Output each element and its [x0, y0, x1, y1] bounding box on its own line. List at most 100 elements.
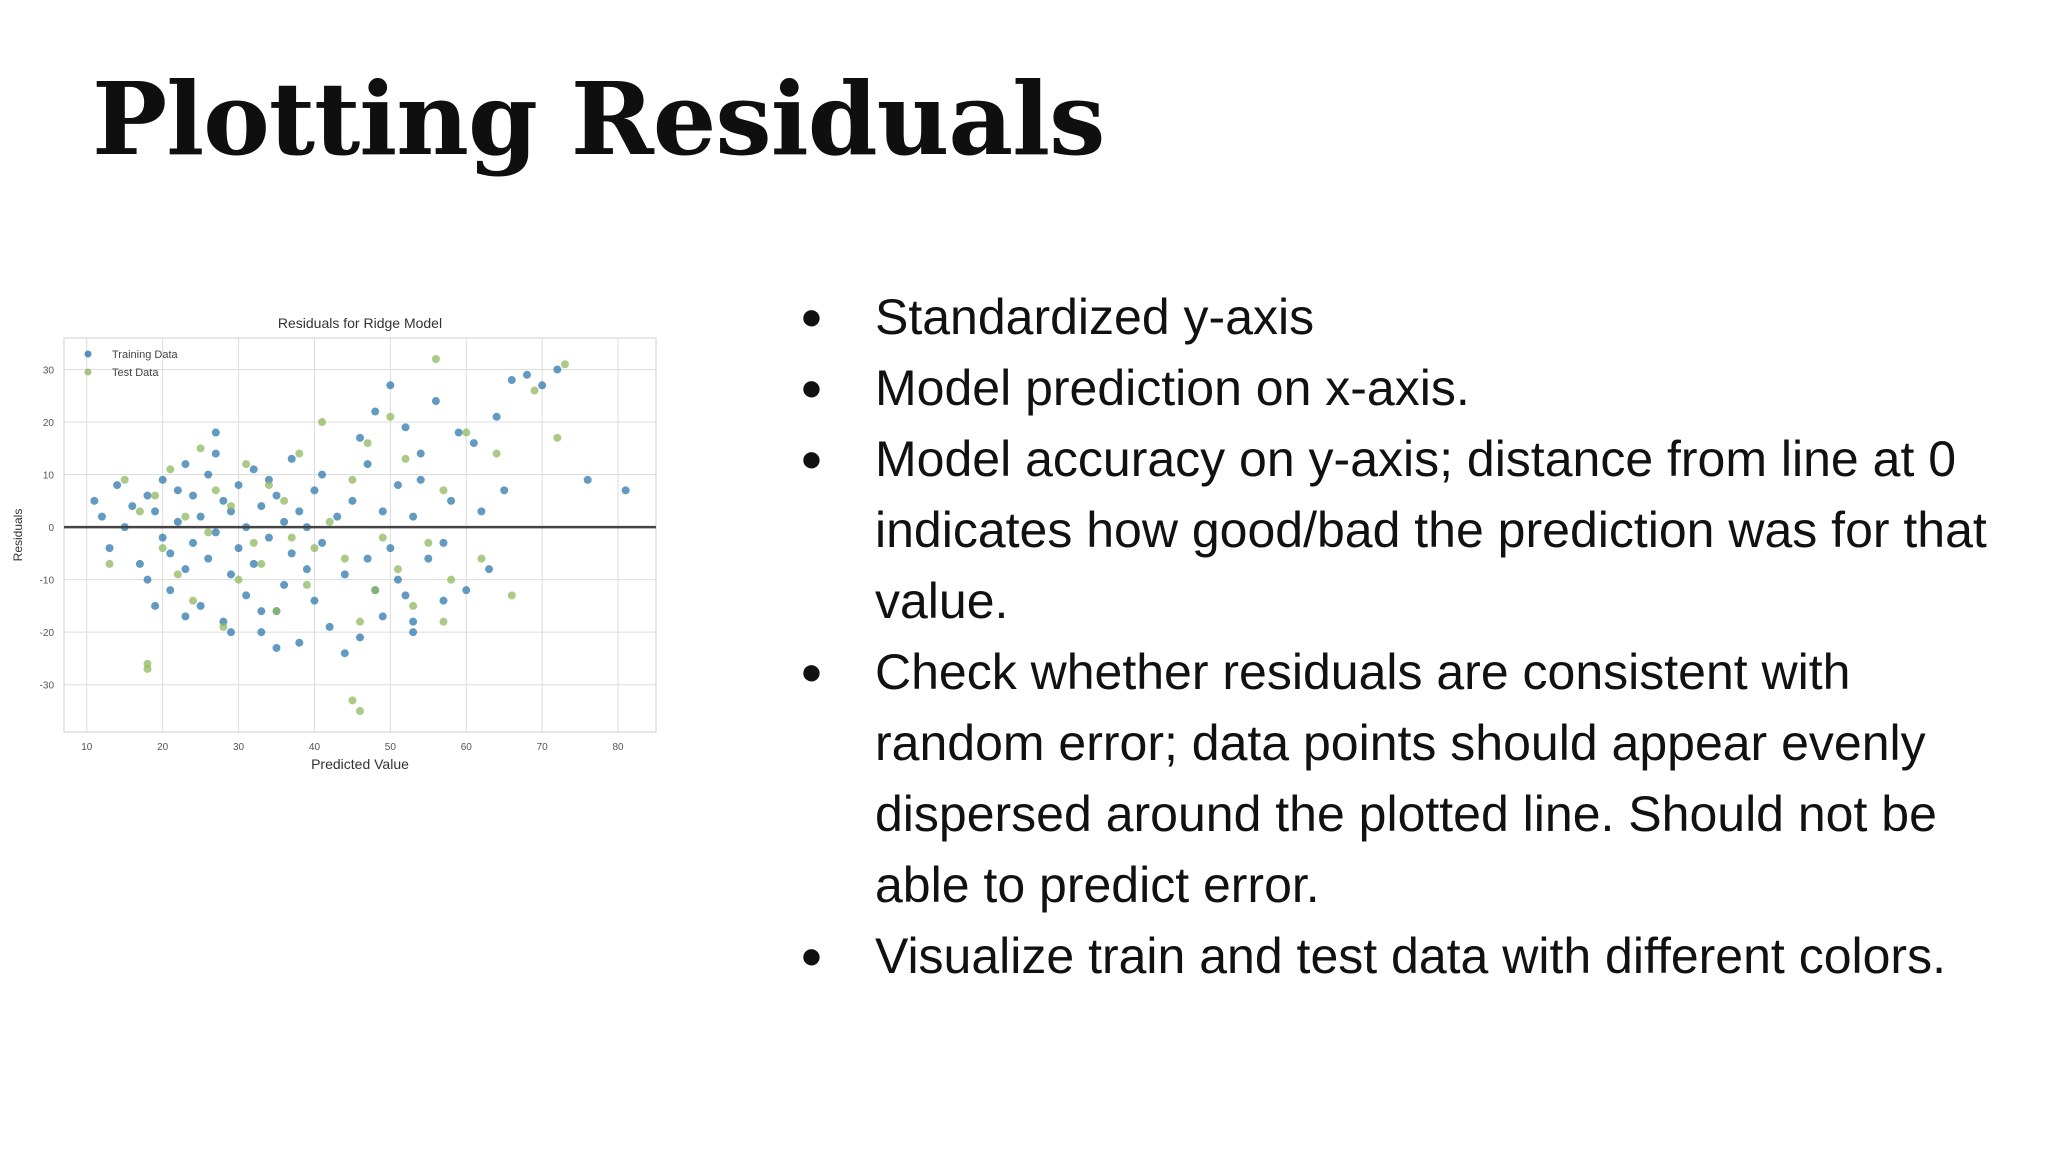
training-point: [151, 601, 160, 610]
training-point: [302, 565, 311, 574]
training-point: [378, 507, 387, 516]
test-point: [553, 433, 562, 442]
training-point: [409, 617, 418, 626]
training-point: [492, 412, 501, 421]
test-point: [348, 696, 357, 705]
training-point: [166, 549, 175, 558]
training-point: [173, 486, 182, 495]
test-point: [318, 418, 327, 427]
y-tick-label: 20: [43, 418, 55, 429]
training-point: [583, 475, 592, 484]
training-point: [226, 570, 235, 579]
training-point: [219, 496, 228, 505]
test-point: [393, 565, 402, 574]
training-point: [439, 538, 448, 547]
test-point: [295, 449, 304, 458]
scatter-points: [90, 355, 630, 715]
training-point: [393, 575, 402, 584]
bullet-text: Check whether residuals are consistent w…: [875, 644, 1937, 913]
test-point: [462, 428, 471, 437]
test-point: [424, 538, 433, 547]
training-point: [105, 544, 114, 553]
training-point: [113, 481, 122, 490]
training-point: [522, 370, 531, 379]
training-point: [166, 586, 175, 595]
training-point: [538, 381, 547, 390]
training-point: [318, 538, 327, 547]
training-point: [416, 475, 425, 484]
training-point: [189, 491, 198, 500]
training-point: [333, 512, 342, 521]
test-point: [340, 554, 349, 563]
x-tick-label: 20: [157, 742, 169, 753]
training-point: [158, 533, 167, 542]
test-point: [196, 444, 205, 453]
training-point: [401, 423, 410, 432]
training-point: [211, 528, 220, 537]
training-point: [257, 628, 266, 637]
bullet-list: ● Standardized y-axis ● Model prediction o…: [800, 282, 2000, 992]
legend-label-test: Test Data: [112, 367, 159, 379]
test-point: [166, 465, 175, 474]
training-point: [340, 649, 349, 658]
test-point: [226, 502, 235, 511]
test-point: [371, 586, 380, 595]
training-point: [386, 544, 395, 553]
training-point: [469, 439, 478, 448]
x-tick-label: 50: [385, 742, 397, 753]
bullet-text: Visualize train and test data with diffe…: [875, 928, 1946, 984]
training-point: [173, 517, 182, 526]
test-point: [401, 454, 410, 463]
training-point: [90, 496, 99, 505]
x-tick-label: 80: [612, 742, 624, 753]
training-point: [97, 512, 106, 521]
test-point: [447, 575, 456, 584]
training-point: [393, 481, 402, 490]
training-point: [226, 628, 235, 637]
bullet-text: Model accuracy on y-axis; distance from …: [875, 431, 1987, 629]
test-point: [409, 601, 418, 610]
slide-title: Plotting Residuals: [92, 60, 1105, 178]
training-point: [135, 559, 144, 568]
training-point: [295, 638, 304, 647]
residuals-scatter-plot: 10 20 30 40 50 60 70 80 -30 -20 -10 0 10 20 30 Residu…: [11, 315, 657, 772]
legend-marker-training: [84, 350, 92, 358]
test-point: [325, 517, 334, 526]
training-point: [340, 570, 349, 579]
test-point: [507, 591, 516, 600]
training-point: [287, 454, 296, 463]
test-point: [477, 554, 486, 563]
training-point: [189, 538, 198, 547]
test-point: [280, 496, 289, 505]
training-point: [507, 376, 516, 385]
bullet-item: ● Standardized y-axis: [800, 282, 2000, 353]
training-point: [371, 407, 380, 416]
test-point: [439, 617, 448, 626]
training-point: [386, 381, 395, 390]
training-point: [356, 433, 364, 442]
x-tick-labels: 10 20 30 40 50 60 70 80: [81, 742, 624, 753]
training-point: [416, 449, 425, 458]
test-point: [264, 481, 273, 490]
legend: Training Data Test Data: [84, 349, 179, 379]
training-point: [272, 491, 281, 500]
training-point: [249, 559, 258, 568]
bullet-item: ● Visualize train and test data with diff…: [800, 921, 2000, 992]
test-point: [272, 607, 281, 616]
training-point: [257, 502, 266, 511]
training-point: [272, 643, 281, 652]
test-point: [120, 475, 129, 484]
training-point: [280, 580, 289, 589]
test-point: [219, 622, 228, 631]
training-point: [181, 612, 190, 621]
test-point: [105, 559, 114, 568]
training-point: [363, 554, 372, 563]
test-point: [189, 596, 198, 605]
test-point: [530, 386, 539, 395]
training-point: [378, 612, 387, 621]
test-point: [439, 486, 448, 495]
training-point: [249, 465, 258, 474]
bullet-item: ● Check whether residuals are consistent …: [800, 637, 2000, 921]
bullet-text: Standardized y-axis: [875, 289, 1315, 345]
bullet-dot: ●: [800, 296, 823, 338]
